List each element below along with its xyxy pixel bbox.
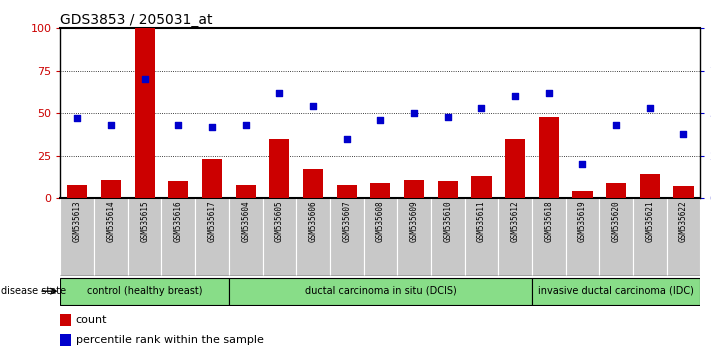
Bar [532,198,566,276]
Point [678,131,689,137]
Text: GSM535612: GSM535612 [510,201,520,242]
Bar [67,185,87,198]
Bar [363,198,397,276]
Point [341,136,353,142]
Bar [161,198,195,276]
Bar [229,198,262,276]
Bar [633,198,667,276]
Bar [498,198,532,276]
Bar [303,169,323,198]
Point [274,90,285,96]
Text: GSM535610: GSM535610 [443,201,452,242]
Text: disease state: disease state [1,286,67,296]
Bar [128,198,161,276]
Text: GSM535613: GSM535613 [73,201,82,242]
Bar [269,139,289,198]
Bar [94,198,128,276]
Text: GSM535608: GSM535608 [376,201,385,242]
Point [611,122,622,128]
Point [543,90,555,96]
Text: GSM535605: GSM535605 [275,201,284,242]
Text: count: count [76,315,107,325]
Text: GSM535606: GSM535606 [309,201,318,242]
Point [240,122,252,128]
Bar [505,139,525,198]
Text: GSM535614: GSM535614 [107,201,115,242]
Bar [404,179,424,198]
Point [206,124,218,130]
Text: percentile rank within the sample: percentile rank within the sample [76,335,264,345]
Text: GSM535616: GSM535616 [173,201,183,242]
Text: GSM535617: GSM535617 [208,201,216,242]
Point [173,122,184,128]
Text: GSM535620: GSM535620 [611,201,621,242]
Bar [195,198,229,276]
Bar [202,159,222,198]
Text: GDS3853 / 205031_at: GDS3853 / 205031_at [60,13,213,27]
Text: control (healthy breast): control (healthy breast) [87,286,203,296]
Bar [60,198,94,276]
Bar [296,198,330,276]
Point [139,76,150,82]
Point [476,105,487,111]
Text: GSM535621: GSM535621 [646,201,654,242]
Bar [599,198,633,276]
Bar [431,198,464,276]
Bar [229,278,532,305]
Bar [370,183,390,198]
Text: GSM535607: GSM535607 [342,201,351,242]
Text: GSM535611: GSM535611 [477,201,486,242]
Text: GSM535618: GSM535618 [545,201,553,242]
Bar [566,198,599,276]
Bar [262,198,296,276]
Point [577,161,588,167]
Bar [336,185,357,198]
Text: GSM535619: GSM535619 [578,201,587,242]
Point [442,114,454,120]
Bar [397,198,431,276]
Point [375,117,386,123]
Bar [471,176,491,198]
Point [307,104,319,109]
Text: GSM535609: GSM535609 [410,201,419,242]
Point [105,122,117,128]
Bar [169,181,188,198]
Bar [60,314,70,326]
Point [408,110,419,116]
Bar [330,198,363,276]
Bar [606,183,626,198]
Bar [640,175,660,198]
Text: GSM535615: GSM535615 [140,201,149,242]
Text: GSM535604: GSM535604 [241,201,250,242]
Bar [667,198,700,276]
Text: ductal carcinoma in situ (DCIS): ductal carcinoma in situ (DCIS) [304,286,456,296]
Bar [134,28,155,198]
Bar [60,278,229,305]
Bar [673,186,694,198]
Text: GSM535622: GSM535622 [679,201,688,242]
Bar [572,192,592,198]
Bar [101,179,121,198]
Bar [60,334,70,346]
Text: invasive ductal carcinoma (IDC): invasive ductal carcinoma (IDC) [538,286,694,296]
Point [644,105,656,111]
Bar [532,278,700,305]
Bar [539,117,559,198]
Bar [464,198,498,276]
Bar [438,181,458,198]
Point [509,93,520,99]
Bar [235,185,256,198]
Point [72,115,83,121]
